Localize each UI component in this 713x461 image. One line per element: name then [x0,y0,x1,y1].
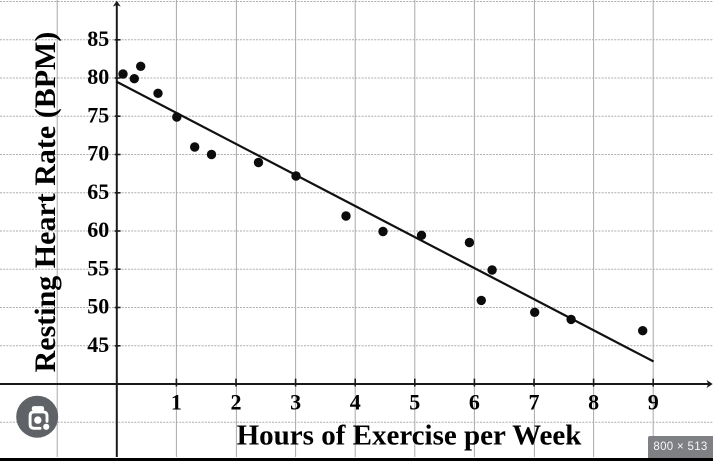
svg-text:70: 70 [87,141,109,166]
svg-text:2: 2 [231,390,242,415]
svg-text:80: 80 [87,64,109,89]
svg-text:45: 45 [87,332,109,357]
svg-text:8: 8 [588,390,599,415]
svg-text:85: 85 [87,26,109,51]
svg-text:6: 6 [469,390,480,415]
svg-text:1: 1 [171,390,182,415]
svg-text:7: 7 [529,390,540,415]
svg-text:Resting Heart Rate (BPM): Resting Heart Rate (BPM) [29,32,62,373]
svg-text:65: 65 [87,179,109,204]
svg-text:3: 3 [290,390,301,415]
svg-text:5: 5 [409,390,420,415]
svg-text:Hours of Exercise per Week: Hours of Exercise per Week [237,420,583,452]
svg-text:4: 4 [350,390,361,415]
svg-text:75: 75 [87,102,109,127]
svg-text:9: 9 [648,390,659,415]
svg-text:60: 60 [87,217,109,242]
svg-text:50: 50 [87,294,109,319]
svg-text:55: 55 [87,255,109,280]
